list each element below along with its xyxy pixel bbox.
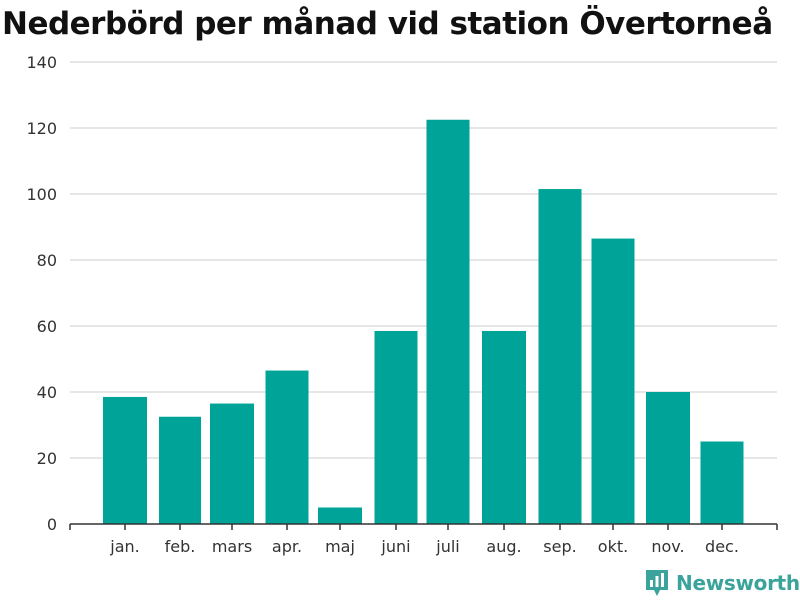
bar-feb — [159, 416, 201, 524]
x-axis — [69, 523, 778, 530]
x-tick-label: feb. — [165, 537, 196, 556]
x-tick-label: juli — [435, 537, 459, 556]
bar-dec — [700, 441, 744, 524]
newsworthy-logo: Newsworthy — [644, 568, 800, 598]
bar-okt — [591, 238, 635, 525]
x-tick-label: aug. — [486, 537, 521, 556]
y-tick-label: 20 — [37, 449, 57, 468]
x-tick-label: okt. — [598, 537, 628, 556]
y-tick-label: 0 — [47, 515, 57, 534]
brand-name: Newsworthy — [676, 571, 800, 595]
y-tick-label: 120 — [26, 119, 57, 138]
x-axis-tick-labels: jan. feb. mars apr. maj juni juli aug. sep. okt. n… — [109, 537, 739, 556]
y-tick-label: 140 — [26, 53, 57, 72]
x-tick-label: juni — [380, 537, 410, 556]
bar-aug — [482, 330, 526, 524]
y-tick-label: 60 — [37, 317, 57, 336]
y-tick-label: 40 — [37, 383, 57, 402]
bars — [103, 119, 744, 525]
bar-nov — [646, 392, 690, 524]
bar-juni — [374, 330, 418, 524]
x-tick-label: maj — [325, 537, 355, 556]
chart-title: Nederbörd per månad vid station Övertorn… — [2, 6, 773, 42]
newsworthy-chart-icon — [646, 570, 668, 596]
bar-sep — [538, 189, 582, 525]
x-tick-label: sep. — [543, 537, 576, 556]
bar-mars — [210, 403, 254, 524]
x-tick-label: apr. — [272, 537, 302, 556]
bar-maj — [318, 507, 362, 524]
bar-jan — [103, 396, 147, 524]
x-tick-label: nov. — [651, 537, 684, 556]
y-axis-tick-labels: 0 20 40 60 80 100 120 140 — [26, 53, 57, 534]
y-tick-label: 100 — [26, 185, 57, 204]
x-tick-label: jan. — [109, 537, 139, 556]
x-tick-label: mars — [212, 537, 252, 556]
bar-apr — [265, 370, 309, 524]
x-tick-label: dec. — [705, 537, 739, 556]
y-tick-label: 80 — [37, 251, 57, 270]
bar-juli — [426, 119, 470, 524]
